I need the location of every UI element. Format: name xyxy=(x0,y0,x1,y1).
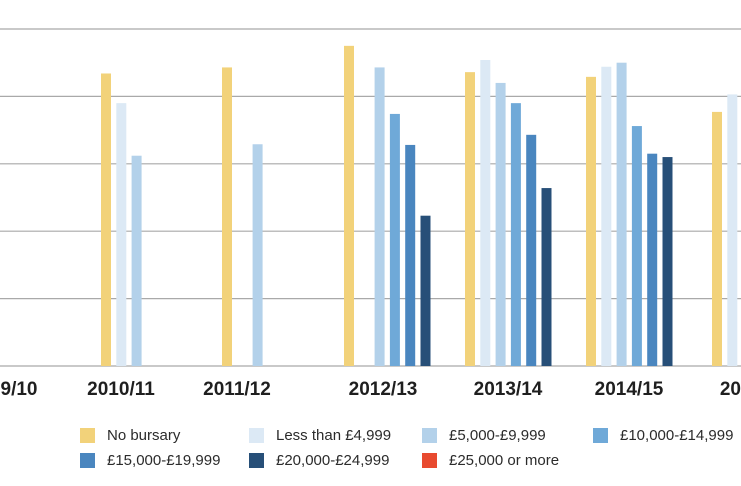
bar xyxy=(712,111,722,366)
x-tick-label: 2011/12 xyxy=(203,379,271,400)
bar xyxy=(405,144,416,366)
x-tick-label: 2013/14 xyxy=(474,379,543,400)
bar xyxy=(344,45,354,366)
x-tick-labels: 9/10 2010/11 2011/12 2012/13 2013/14 2014/15 2… xyxy=(1,379,741,400)
bar xyxy=(727,94,738,367)
bar xyxy=(631,126,642,366)
bar xyxy=(586,76,596,366)
grid-lines xyxy=(0,28,741,367)
bar xyxy=(510,103,521,366)
x-tick-label: 2014/15 xyxy=(595,379,664,400)
bar xyxy=(420,215,431,366)
bar xyxy=(616,62,627,366)
bar xyxy=(601,66,612,366)
bar xyxy=(222,67,232,366)
x-tick-label: 20 xyxy=(720,379,741,400)
bar xyxy=(389,113,400,366)
x-tick-label: 9/10 xyxy=(1,379,38,400)
bar xyxy=(116,103,127,366)
x-tick-label: 2010/11 xyxy=(87,379,155,400)
bar xyxy=(131,155,142,366)
bar xyxy=(252,144,263,366)
bar xyxy=(374,67,385,366)
bars xyxy=(101,45,738,367)
bar xyxy=(541,188,552,366)
bar xyxy=(480,60,491,367)
bar xyxy=(647,153,658,366)
x-tick-label: 2012/13 xyxy=(349,379,418,400)
bar xyxy=(101,73,111,366)
bar xyxy=(526,134,537,366)
bar xyxy=(662,157,673,366)
bar xyxy=(495,82,506,367)
bar xyxy=(465,72,475,367)
